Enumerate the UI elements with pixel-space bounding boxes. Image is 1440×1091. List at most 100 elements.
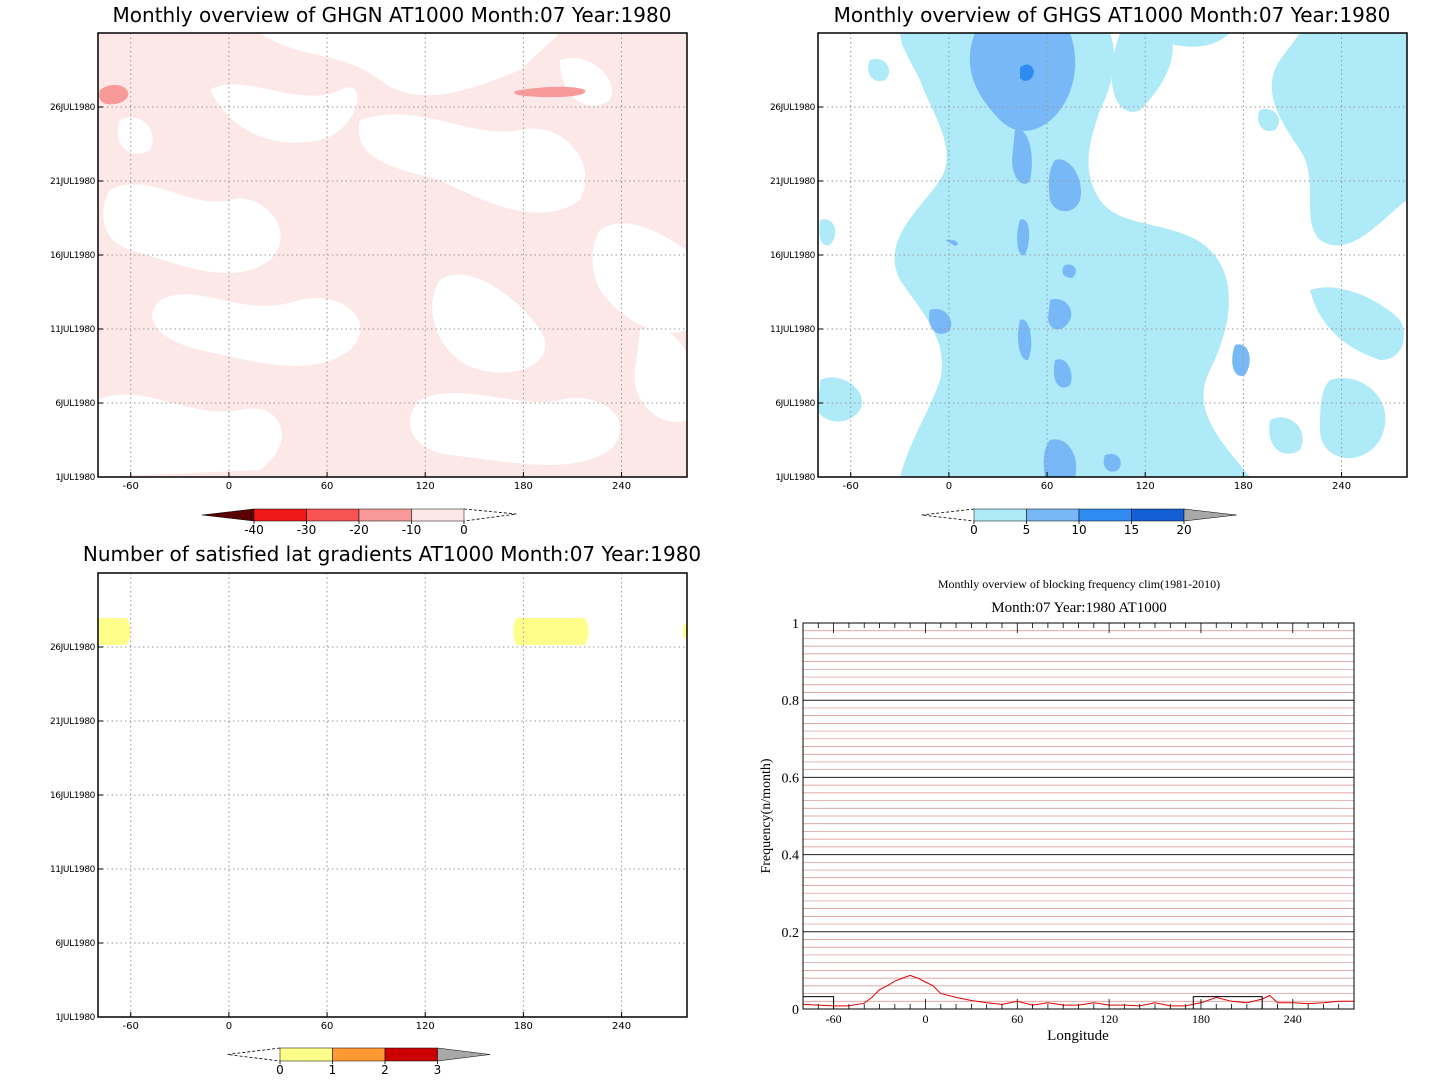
- ghgn-colorbar-segment: [253, 508, 307, 522]
- ghgs-colorbar-label: 20: [1176, 523, 1191, 537]
- blocking-title: Monthly overview of blocking frequency c…: [938, 577, 1220, 591]
- ghgn-x-tick-label: 240: [612, 481, 631, 492]
- ghgn-colorbar-arrow-right: [463, 508, 517, 522]
- ghgn-colorbar-label: 0: [460, 523, 468, 537]
- ghgs-y-tick-label: 26JUL1980: [770, 103, 816, 113]
- blocking-x-tick-label: 120: [1100, 1012, 1118, 1026]
- ghgn-y-tick-label: 11JUL1980: [50, 325, 96, 335]
- lat-x-tick-label: 60: [321, 1021, 334, 1032]
- ghgs-colorbar-arrow-left: [921, 508, 975, 522]
- ghgn-colorbar-label: -10: [402, 523, 422, 537]
- blocking-x-tick-label: 0: [922, 1012, 928, 1026]
- blocking-y-tick-label: 0.2: [782, 926, 800, 941]
- ghgn-y-tick-label: 26JUL1980: [50, 103, 96, 113]
- ghgn-title: Monthly overview of GHGN AT1000 Month:07…: [113, 3, 672, 27]
- blocking-x-tick-label: 180: [1192, 1012, 1210, 1026]
- lat-colorbar-arrow-right: [437, 1047, 491, 1062]
- lat-gradients-gridlines: [98, 573, 687, 1017]
- ghgs-light-shade-patches: [818, 33, 1407, 477]
- blocking-y-tick-label: 0.6: [782, 771, 800, 786]
- blocking-x-tick-label: 60: [1011, 1012, 1023, 1026]
- ghgn-y-tick-label: 21JUL1980: [50, 177, 96, 187]
- lat-y-tick-label: 1JUL1980: [55, 1013, 95, 1023]
- ghgs-colorbar-label: 15: [1124, 523, 1139, 537]
- ghgn-x-tick-label: 180: [514, 481, 533, 492]
- lat-x-tick-label: 0: [226, 1021, 232, 1032]
- ghgs-y-tick-label: 11JUL1980: [770, 325, 816, 335]
- blocking-x-axis-label: Longitude: [1047, 1028, 1109, 1044]
- ghgs-colorbar-segment: [1078, 508, 1132, 522]
- ghgn-x-tick-label: 0: [226, 481, 232, 492]
- lat-y-tick-label: 26JUL1980: [50, 643, 96, 653]
- ghgn-colorbar-segment: [306, 508, 360, 522]
- panel-lat-gradients: Number of satisfied lat gradients AT1000…: [50, 542, 701, 1077]
- lat-gradients-colorbar: 0 1 2 3: [227, 1047, 491, 1077]
- ghgs-colorbar-arrow-right: [1183, 508, 1237, 522]
- ghgs-y-tick-label: 6JUL1980: [775, 399, 815, 409]
- ghgs-title: Monthly overview of GHGS AT1000 Month:07…: [834, 3, 1391, 27]
- lat-colorbar-label: 3: [434, 1063, 442, 1077]
- blocking-series: [802, 974, 1354, 1010]
- ghgs-x-tick-label: -60: [843, 481, 859, 492]
- blocking-x-tick-label: -60: [826, 1012, 842, 1026]
- blocking-y-tick-label: 0.8: [782, 694, 800, 709]
- lat-colorbar-segment: [279, 1047, 333, 1062]
- ghgn-colorbar-label: -30: [297, 523, 317, 537]
- lat-x-tick-label: 120: [416, 1021, 435, 1032]
- panel-blocking-frequency: Monthly overview of blocking frequency c…: [759, 577, 1355, 1044]
- ghgn-x-tick-label: -60: [123, 481, 139, 492]
- lat-colorbar-label: 0: [276, 1063, 284, 1077]
- ghgs-dark-shade-patch: [1020, 64, 1034, 81]
- lat-colorbar-label: 2: [381, 1063, 389, 1077]
- ghgs-colorbar-segment: [1026, 508, 1080, 522]
- lat-gradients-title: Number of satisfied lat gradients AT1000…: [83, 542, 701, 566]
- lat-gradients-x-axis: -60 0 60 120 180 240: [123, 1012, 631, 1032]
- blocking-y-tick-label: 1: [792, 617, 799, 632]
- ghgn-colorbar-label: -40: [244, 523, 264, 537]
- ghgs-medium-shade-patches: [929, 33, 1250, 477]
- blocking-subtitle: Month:07 Year:1980 AT1000: [991, 600, 1166, 616]
- ghgs-x-tick-label: 60: [1041, 481, 1054, 492]
- ghgn-x-axis: -60 0 60 120 180 240: [123, 472, 631, 492]
- blocking-x-tick-label: 240: [1284, 1012, 1302, 1026]
- ghgn-gridlines: [98, 33, 687, 477]
- ghgs-colorbar-label: 5: [1023, 523, 1031, 537]
- blocking-gridlines: [803, 630, 1354, 1002]
- ghgs-y-tick-label: 1JUL1980: [775, 473, 815, 483]
- ghgs-gridlines: [818, 33, 1407, 477]
- lat-colorbar-segment: [384, 1047, 438, 1062]
- ghgs-colorbar-label: 10: [1071, 523, 1086, 537]
- ghgs-x-tick-label: 240: [1332, 481, 1351, 492]
- blocking-y-axis-label: Frequency(n/month): [759, 758, 774, 873]
- ghgn-x-tick-label: 120: [416, 481, 435, 492]
- blocking-x-axis: -60 0 60 120 180 240: [802, 623, 1355, 1026]
- ghgn-y-axis: 1JUL1980 6JUL1980 11JUL1980 16JUL1980 21JUL1…: [50, 103, 103, 483]
- ghgn-colorbar-label: -20: [349, 523, 369, 537]
- ghgs-colorbar: 0 5 10 15 20: [921, 508, 1237, 537]
- ghgs-x-tick-label: 180: [1234, 481, 1253, 492]
- panel-ghgs: Monthly overview of GHGS AT1000 Month:07…: [770, 3, 1408, 537]
- ghgn-medium-anomaly-patches: [99, 84, 586, 105]
- blocking-y-tick-label: 0.4: [782, 849, 800, 864]
- ghgs-y-tick-label: 16JUL1980: [770, 251, 816, 261]
- lat-y-tick-label: 6JUL1980: [55, 939, 95, 949]
- panel-ghgn: Monthly overview of GHGN AT1000 Month:07…: [50, 3, 688, 537]
- blocking-y-tick-label: 0: [792, 1003, 799, 1018]
- ghgs-x-tick-label: 0: [946, 481, 952, 492]
- ghgs-y-axis: 1JUL1980 6JUL1980 11JUL1980 16JUL1980 21JUL1…: [770, 103, 823, 483]
- lat-x-tick-label: -60: [123, 1021, 139, 1032]
- ghgs-x-axis: -60 0 60 120 180 240: [843, 472, 1351, 492]
- ghgn-y-tick-label: 16JUL1980: [50, 251, 96, 261]
- ghgn-colorbar-segment: [358, 508, 412, 522]
- ghgs-y-tick-label: 21JUL1980: [770, 177, 816, 187]
- ghgs-colorbar-segment: [1131, 508, 1185, 522]
- lat-gradients-value-1-blocks: [98, 618, 687, 645]
- ghgs-colorbar-segment: [973, 508, 1027, 522]
- lat-gradients-y-axis: 1JUL1980 6JUL1980 11JUL1980 16JUL1980 21JUL1…: [50, 643, 103, 1023]
- ghgn-colorbar-segment: [411, 508, 465, 522]
- lat-y-tick-label: 16JUL1980: [50, 791, 96, 801]
- ghgn-x-tick-label: 60: [321, 481, 334, 492]
- ghgn-white-patches: [98, 33, 687, 477]
- ghgs-colorbar-label: 0: [970, 523, 978, 537]
